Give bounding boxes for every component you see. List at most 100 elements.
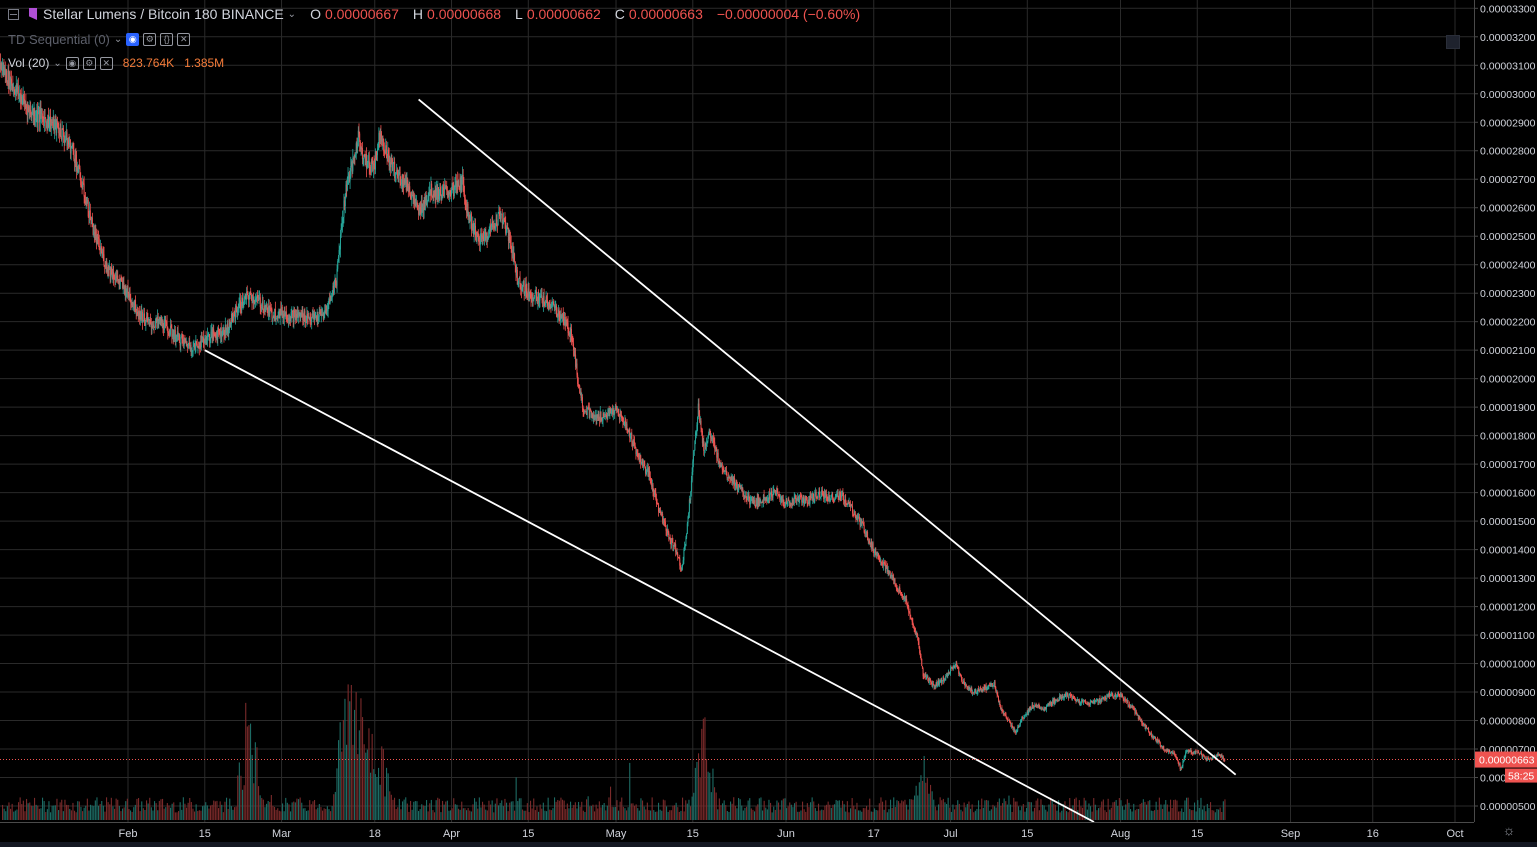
- volume-bar: [175, 812, 176, 820]
- volume-bar: [837, 801, 838, 820]
- candle-body: [755, 500, 756, 505]
- volume-bar: [711, 792, 712, 820]
- volume-bar: [900, 803, 901, 820]
- volume-bar: [399, 799, 400, 820]
- volume-bar: [973, 812, 974, 820]
- chevron-down-icon[interactable]: ⌄: [114, 34, 122, 45]
- volume-bar: [1178, 812, 1179, 820]
- chevron-down-icon[interactable]: ⌄: [53, 58, 61, 69]
- chevron-down-icon[interactable]: ⌄: [288, 9, 296, 20]
- volume-bar: [316, 809, 317, 820]
- interval-label[interactable]: 180: [194, 6, 217, 22]
- collapse-legend-icon[interactable]: [8, 9, 19, 20]
- volume-bar: [639, 811, 640, 820]
- volume-bar: [1199, 808, 1200, 820]
- volume-bars: [2, 684, 1226, 820]
- chart-settings-gear-icon[interactable]: ☼: [1501, 822, 1517, 838]
- volume-bar: [637, 808, 638, 820]
- y-tick-label: 0.00002600: [1480, 203, 1536, 215]
- volume-bar: [588, 796, 589, 820]
- volume-bar: [332, 806, 333, 820]
- volume-bar: [768, 800, 769, 820]
- grid: [0, 0, 1474, 822]
- eye-icon[interactable]: ◉: [66, 57, 79, 70]
- volume-bar: [575, 802, 576, 820]
- volume-bar: [992, 805, 993, 820]
- volume-bar: [370, 773, 371, 820]
- close-icon[interactable]: ✕: [177, 33, 190, 46]
- volume-bar: [482, 802, 483, 820]
- volume-bar: [311, 804, 312, 820]
- volume-bar: [474, 798, 475, 820]
- eye-icon[interactable]: ◉: [126, 33, 139, 46]
- volume-bar: [928, 794, 929, 820]
- volume-bar: [319, 804, 320, 820]
- volume-bar: [970, 809, 971, 820]
- volume-bar: [1122, 806, 1123, 820]
- volume-bar: [674, 805, 675, 820]
- volume-bar: [1012, 812, 1013, 820]
- volume-bar: [943, 799, 944, 820]
- volume-bar: [912, 800, 913, 820]
- td-sequential-label[interactable]: TD Sequential (0): [8, 32, 110, 47]
- volume-bar: [1076, 798, 1077, 820]
- y-tick-label: 0.00003200: [1480, 32, 1536, 44]
- volume-bar: [1165, 800, 1166, 820]
- volume-bar: [168, 805, 169, 820]
- volume-bar: [882, 802, 883, 820]
- candle-body: [514, 254, 515, 262]
- close-icon[interactable]: ✕: [100, 57, 113, 70]
- volume-bar: [706, 759, 707, 820]
- volume-bar: [951, 812, 952, 820]
- volume-bar: [752, 810, 753, 820]
- volume-bar: [212, 805, 213, 820]
- volume-bar: [376, 777, 377, 820]
- settings-icon[interactable]: ⚙: [83, 57, 96, 70]
- volume-bar: [130, 810, 131, 820]
- price-axis[interactable]: 0.000005000.000006000.000007000.00000800…: [1474, 0, 1537, 842]
- volume-bar: [490, 805, 491, 820]
- volume-bar: [1204, 806, 1205, 820]
- volume-label[interactable]: Vol (20): [8, 56, 49, 70]
- volume-ma-value: 1.385M: [184, 56, 224, 70]
- volume-bar: [757, 804, 758, 820]
- volume-bar: [725, 805, 726, 820]
- volume-bar: [295, 802, 296, 820]
- volume-bar: [85, 806, 86, 820]
- volume-bar: [746, 807, 747, 820]
- x-tick-label: Apr: [443, 828, 460, 840]
- volume-bar: [1045, 810, 1046, 820]
- volume-bar: [1192, 810, 1193, 820]
- settings-icon[interactable]: ⚙: [143, 33, 156, 46]
- volume-bar: [909, 799, 910, 820]
- volume-bar: [693, 793, 694, 820]
- volume-bar: [871, 812, 872, 820]
- candle-body: [104, 254, 105, 265]
- candle-body: [677, 554, 678, 557]
- volume-bar: [45, 812, 46, 820]
- volume-bar: [682, 798, 683, 820]
- volume-bar: [455, 804, 456, 820]
- volume-bar: [476, 802, 477, 820]
- volume-bar: [848, 812, 849, 820]
- candle-body: [1067, 693, 1068, 697]
- volume-bar: [4, 809, 5, 820]
- volume-bar: [103, 806, 104, 820]
- exchange-label[interactable]: BINANCE: [221, 6, 283, 22]
- volume-bar: [1184, 800, 1185, 820]
- volume-bar: [528, 812, 529, 820]
- maximize-pane-icon[interactable]: [1446, 35, 1460, 49]
- volume-bar: [216, 801, 217, 820]
- volume-bar: [1007, 805, 1008, 820]
- symbol-name[interactable]: Stellar Lumens / Bitcoin: [43, 6, 190, 22]
- source-code-icon[interactable]: {}: [160, 33, 173, 46]
- volume-bar: [125, 801, 126, 820]
- high-value: 0.00000668: [427, 6, 501, 22]
- volume-bar: [135, 805, 136, 820]
- candle-body: [693, 456, 694, 462]
- volume-bar: [887, 812, 888, 820]
- volume-bar: [335, 792, 336, 820]
